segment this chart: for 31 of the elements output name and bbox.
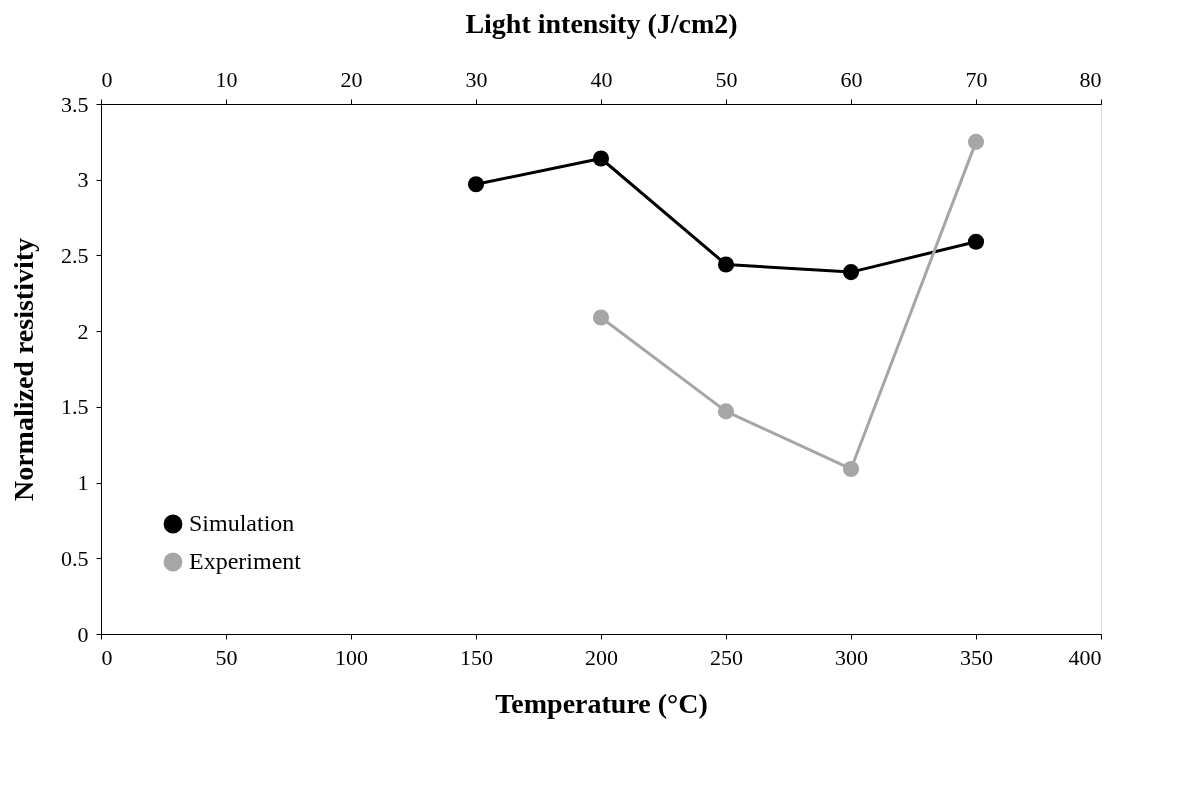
y-tick-label: 1.5 xyxy=(61,394,89,420)
x-tick-label: 400 xyxy=(1068,644,1102,670)
x-tick-label: 350 xyxy=(960,644,993,670)
y-axis-title: Normalized resistivity xyxy=(8,237,39,502)
x-tick-label: 50 xyxy=(215,644,238,670)
y-tick-label: 1 xyxy=(77,470,89,496)
x2-axis-title: Light intensity (J/cm2) xyxy=(465,7,738,39)
x2-tick-label: 20 xyxy=(340,66,363,92)
y-tick-label: 0 xyxy=(77,621,89,647)
legend-label: Experiment xyxy=(189,548,302,574)
x2-tick-label: 80 xyxy=(1079,66,1102,92)
y-tick-label: 2 xyxy=(77,318,89,344)
x2-tick-label: 0 xyxy=(101,66,113,92)
x2-tick-label: 60 xyxy=(840,66,863,92)
y-tick-label: 3 xyxy=(77,167,89,193)
x-tick-label: 150 xyxy=(460,644,493,670)
x2-tick-label: 40 xyxy=(590,66,613,92)
x2-tick-label: 10 xyxy=(215,66,238,92)
x-tick-label: 0 xyxy=(101,644,113,670)
legend-label: Simulation xyxy=(189,510,295,536)
x-axis-title: Temperature (°C) xyxy=(495,687,708,719)
x2-tick-label: 50 xyxy=(715,66,738,92)
y-tick-label: 0.5 xyxy=(61,545,89,571)
y-tick-label: 2.5 xyxy=(61,242,89,268)
x-tick-label: 300 xyxy=(835,644,868,670)
x-tick-label: 100 xyxy=(335,644,368,670)
x-tick-label: 250 xyxy=(710,644,743,670)
x-tick-label: 200 xyxy=(585,644,618,670)
x2-tick-label: 30 xyxy=(465,66,488,92)
y-tick-label: 3.5 xyxy=(61,91,89,117)
x2-tick-label: 70 xyxy=(965,66,988,92)
